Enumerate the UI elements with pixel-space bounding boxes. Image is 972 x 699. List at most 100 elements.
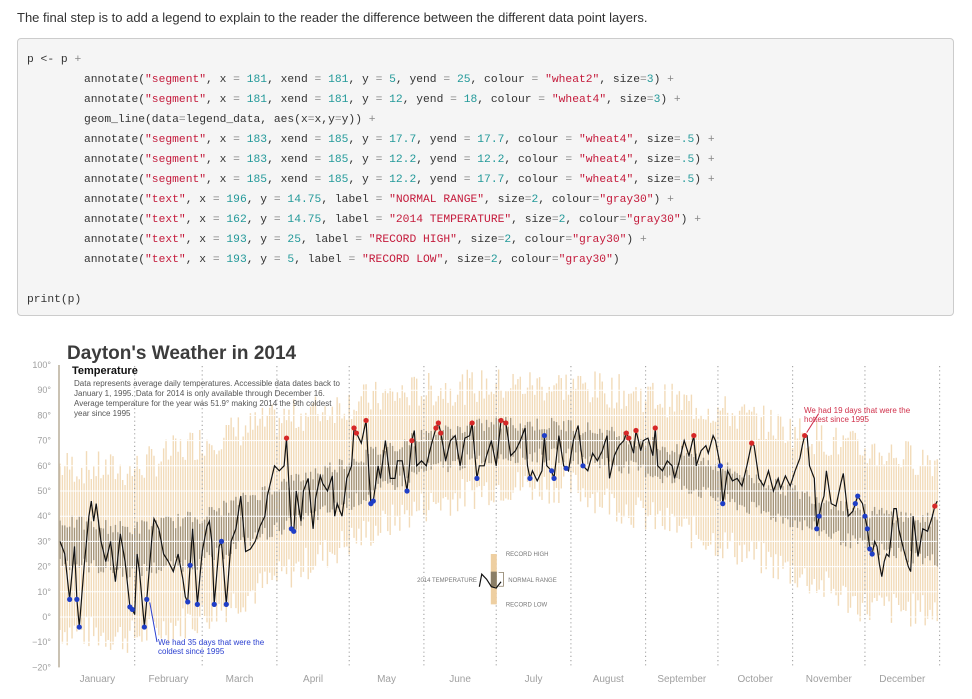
code-token: 196 — [226, 194, 247, 206]
code-token: , y — [348, 74, 376, 86]
code-token: , y — [246, 194, 274, 206]
code-token: annotate( — [84, 154, 146, 166]
code-token: = — [375, 134, 383, 146]
x-tick-label: May — [377, 674, 396, 685]
code-token: , x — [185, 234, 213, 246]
record-high-point — [652, 425, 658, 431]
code-token: 181 — [246, 94, 268, 106]
code-token: , label — [300, 234, 356, 246]
code-token: , size — [484, 194, 525, 206]
code-token: , x — [185, 254, 213, 266]
code-token: = — [212, 194, 220, 206]
record-low-point — [855, 493, 861, 499]
code-token: "text" — [145, 234, 186, 246]
y-tick-label: −20° — [32, 662, 51, 672]
code-line: print(p) — [27, 293, 81, 307]
code-token: = — [538, 94, 546, 106]
code-token: = — [273, 214, 281, 226]
code-token: = — [314, 74, 322, 86]
legend-label-record-low: RECORD LOW — [506, 602, 548, 608]
code-token: , yend — [395, 74, 444, 86]
code-token — [545, 94, 552, 106]
code-token: = — [443, 74, 451, 86]
code-token: + — [694, 214, 701, 226]
legend-bracket — [498, 571, 504, 587]
code-token: + — [368, 114, 376, 126]
code-token: = — [375, 154, 383, 166]
code-token: = — [212, 214, 220, 226]
record-high-point — [623, 430, 629, 436]
code-token: , y — [348, 94, 376, 106]
record-low-point — [218, 538, 225, 544]
code-token: , size — [633, 154, 674, 166]
code-token: = — [646, 94, 654, 106]
code-token — [240, 74, 247, 86]
code-token: , y — [348, 134, 376, 146]
code-token: 2 — [531, 194, 539, 206]
record-low-point — [551, 475, 557, 481]
record-low-point — [864, 526, 870, 532]
code-token — [240, 154, 247, 166]
code-token: = — [233, 94, 240, 106]
code-token: = — [565, 134, 573, 146]
chart-description-line: Data represents average daily temperatur… — [74, 379, 340, 388]
code-token: + — [667, 74, 674, 86]
code-token: ) — [694, 134, 708, 146]
code-token: 181 — [328, 74, 349, 86]
record-low-point — [869, 551, 875, 557]
record-high-point — [353, 430, 360, 436]
record-low-point — [67, 596, 73, 602]
code-token — [572, 154, 579, 166]
x-tick-label: March — [226, 674, 254, 685]
record-low-point — [549, 468, 555, 474]
code-token: = — [314, 174, 322, 186]
chart-description-line: year since 1995 — [74, 409, 131, 418]
code-token: = — [592, 194, 600, 206]
code-token: = — [484, 254, 491, 266]
code-token: , x — [206, 74, 234, 86]
code-token: "wheat4" — [578, 154, 634, 166]
code-line: annotate("text", x = 193, y = 25, label … — [84, 233, 647, 247]
code-token: , size — [599, 74, 640, 86]
legend-label-normal-range: NORMAL RANGE — [508, 578, 556, 584]
code-token: = — [565, 174, 573, 186]
code-token: , size — [633, 134, 674, 146]
code-token: , label — [321, 194, 376, 206]
code-token: "gray30" — [572, 234, 627, 246]
code-token: , size — [606, 94, 647, 106]
record-low-point — [816, 513, 822, 519]
y-tick-label: −10° — [32, 637, 51, 647]
record-low-point — [717, 463, 723, 469]
x-tick-label: November — [806, 674, 853, 685]
hot-days-annotation: We had 19 days that were the — [804, 406, 911, 415]
code-token: = — [524, 194, 532, 206]
y-tick-label: 70° — [37, 436, 51, 446]
code-token: .5 — [680, 134, 695, 146]
code-token: , x — [185, 194, 213, 206]
code-token: 12.2 — [389, 174, 417, 186]
code-token: , x — [206, 174, 234, 186]
code-token: 5 — [389, 74, 396, 86]
code-token: annotate( — [84, 254, 146, 266]
code-token: = — [673, 134, 681, 146]
record-high-point — [802, 432, 808, 439]
record-high-point — [498, 417, 504, 424]
code-token: "text" — [145, 194, 186, 206]
code-token: annotate( — [84, 74, 146, 86]
code-token: , label — [321, 214, 376, 226]
record-high-point — [409, 438, 415, 444]
code-token: , colour — [538, 194, 593, 206]
code-token: + — [639, 234, 647, 246]
x-tick-label: July — [525, 674, 543, 685]
code-token: ) — [680, 214, 695, 226]
code-line: annotate("text", x = 162, y = 14.75, lab… — [84, 213, 701, 227]
code-token: 25 — [287, 234, 301, 246]
code-token: "wheat2" — [545, 74, 600, 86]
record-low-point — [194, 601, 200, 607]
record-high-point — [435, 420, 441, 426]
code-token: = — [531, 74, 539, 86]
y-tick-label: 60° — [37, 461, 51, 471]
record-low-point — [814, 526, 820, 532]
record-low-point — [563, 465, 569, 471]
code-token: = — [673, 174, 681, 186]
